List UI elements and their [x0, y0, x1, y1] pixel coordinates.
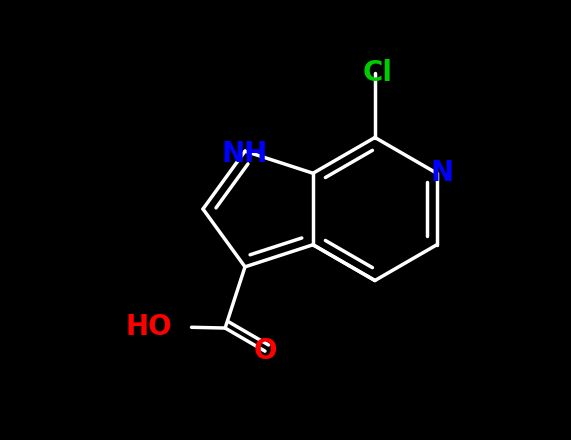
Text: Cl: Cl: [363, 59, 393, 87]
Text: HO: HO: [126, 313, 172, 341]
Text: NH: NH: [222, 140, 268, 168]
Text: O: O: [253, 337, 277, 365]
Text: N: N: [431, 159, 454, 187]
